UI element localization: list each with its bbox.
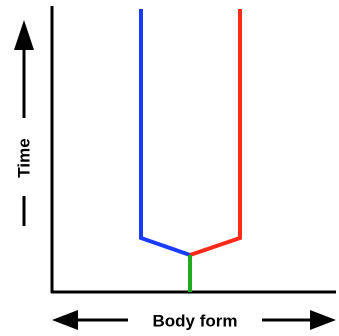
body-form-arrow — [52, 310, 336, 330]
x-axis-label: Body form — [153, 312, 238, 331]
y-axis-label: Time — [15, 138, 34, 177]
red-lineage — [189, 9, 242, 257]
time-arrow-head — [14, 20, 34, 50]
time-arrow — [14, 20, 34, 226]
blue-lineage — [139, 9, 191, 257]
body-form-arrow-right-head — [310, 310, 336, 330]
body-form-arrow-left-head — [52, 310, 78, 330]
